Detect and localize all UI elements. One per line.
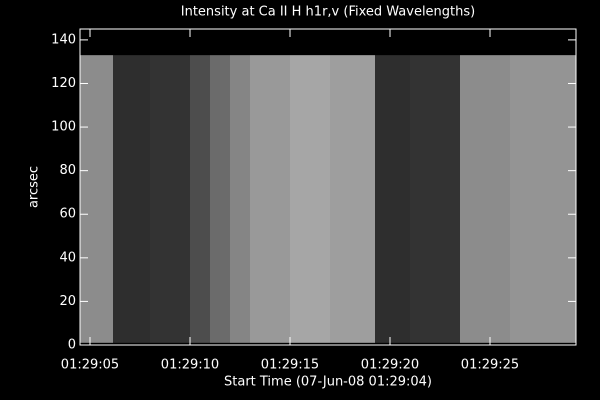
image-column [190, 55, 210, 343]
y-tick-label: 80 [59, 163, 76, 178]
image-column [113, 55, 150, 343]
image-column [150, 55, 190, 343]
image-column [510, 55, 576, 343]
y-tick-label: 60 [59, 207, 76, 222]
image-column [210, 55, 230, 343]
y-tick-label: 140 [51, 32, 76, 47]
x-tick-label: 01:29:25 [461, 358, 519, 373]
image-column [250, 55, 290, 343]
y-axis-label: arcsec [27, 166, 42, 208]
image-column [375, 55, 410, 343]
x-tick-label: 01:29:15 [261, 358, 319, 373]
image-column [80, 55, 113, 343]
image-column [410, 55, 460, 343]
chart-title: Intensity at Ca II H h1r,v (Fixed Wavele… [181, 5, 475, 20]
image-column [230, 55, 250, 343]
y-tick-label: 100 [51, 120, 76, 135]
image-column [290, 55, 330, 343]
image-column [330, 55, 375, 343]
x-tick-label: 01:29:05 [61, 358, 119, 373]
y-tick-label: 120 [51, 76, 76, 91]
image-column [460, 55, 510, 343]
x-axis-label: Start Time (07-Jun-08 01:29:04) [224, 375, 432, 390]
x-tick-label: 01:29:10 [161, 358, 219, 373]
y-tick-label: 20 [59, 294, 76, 309]
x-tick-label: 01:29:20 [361, 358, 419, 373]
y-tick-label: 40 [59, 250, 76, 265]
plot-frame [79, 28, 577, 346]
y-tick-label: 0 [68, 338, 76, 353]
